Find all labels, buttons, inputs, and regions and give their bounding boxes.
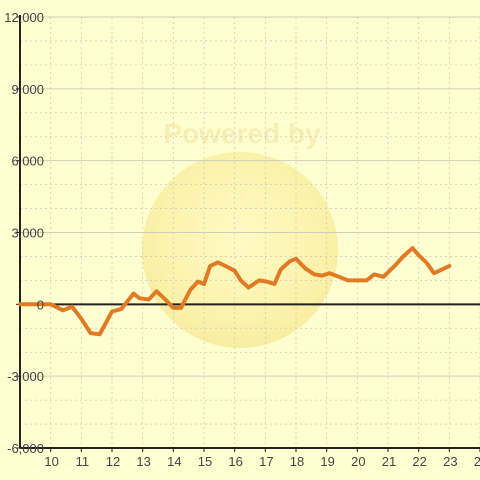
- y-tick-label: 6,000: [11, 154, 44, 169]
- y-tick-label: -6,000: [7, 441, 44, 456]
- x-tick-label: 18: [290, 454, 304, 469]
- y-tick-label: 12,000: [4, 10, 44, 25]
- watermark: Powered by: [142, 118, 338, 348]
- watermark-circle: [142, 152, 338, 348]
- y-tick-label: 9,000: [11, 82, 44, 97]
- y-tick-label: -3,000: [7, 369, 44, 384]
- x-tick-label: 12: [106, 454, 120, 469]
- x-tick-label: 15: [198, 454, 212, 469]
- x-tick-label: 19: [320, 454, 334, 469]
- x-tick-label: 20: [351, 454, 365, 469]
- x-tick-label: 21: [382, 454, 396, 469]
- x-tick-label: 22: [412, 454, 426, 469]
- x-tick-label: 23: [443, 454, 457, 469]
- y-tick-label: 0: [37, 297, 44, 312]
- x-tick-label: 14: [167, 454, 181, 469]
- grid: [20, 16, 480, 449]
- watermark-text: Powered by: [163, 118, 321, 149]
- series-line-0: [18, 246, 452, 337]
- series-layer: [18, 246, 452, 337]
- x-tick-label: 17: [259, 454, 273, 469]
- axes: [16, 15, 480, 452]
- y-tick-label: 3,000: [11, 226, 44, 241]
- x-tick-label: 24: [474, 454, 480, 469]
- x-tick-label: 16: [228, 454, 242, 469]
- x-tick-label: 11: [76, 454, 90, 469]
- x-tick-label: 13: [136, 454, 150, 469]
- x-tick-label: 10: [44, 454, 58, 469]
